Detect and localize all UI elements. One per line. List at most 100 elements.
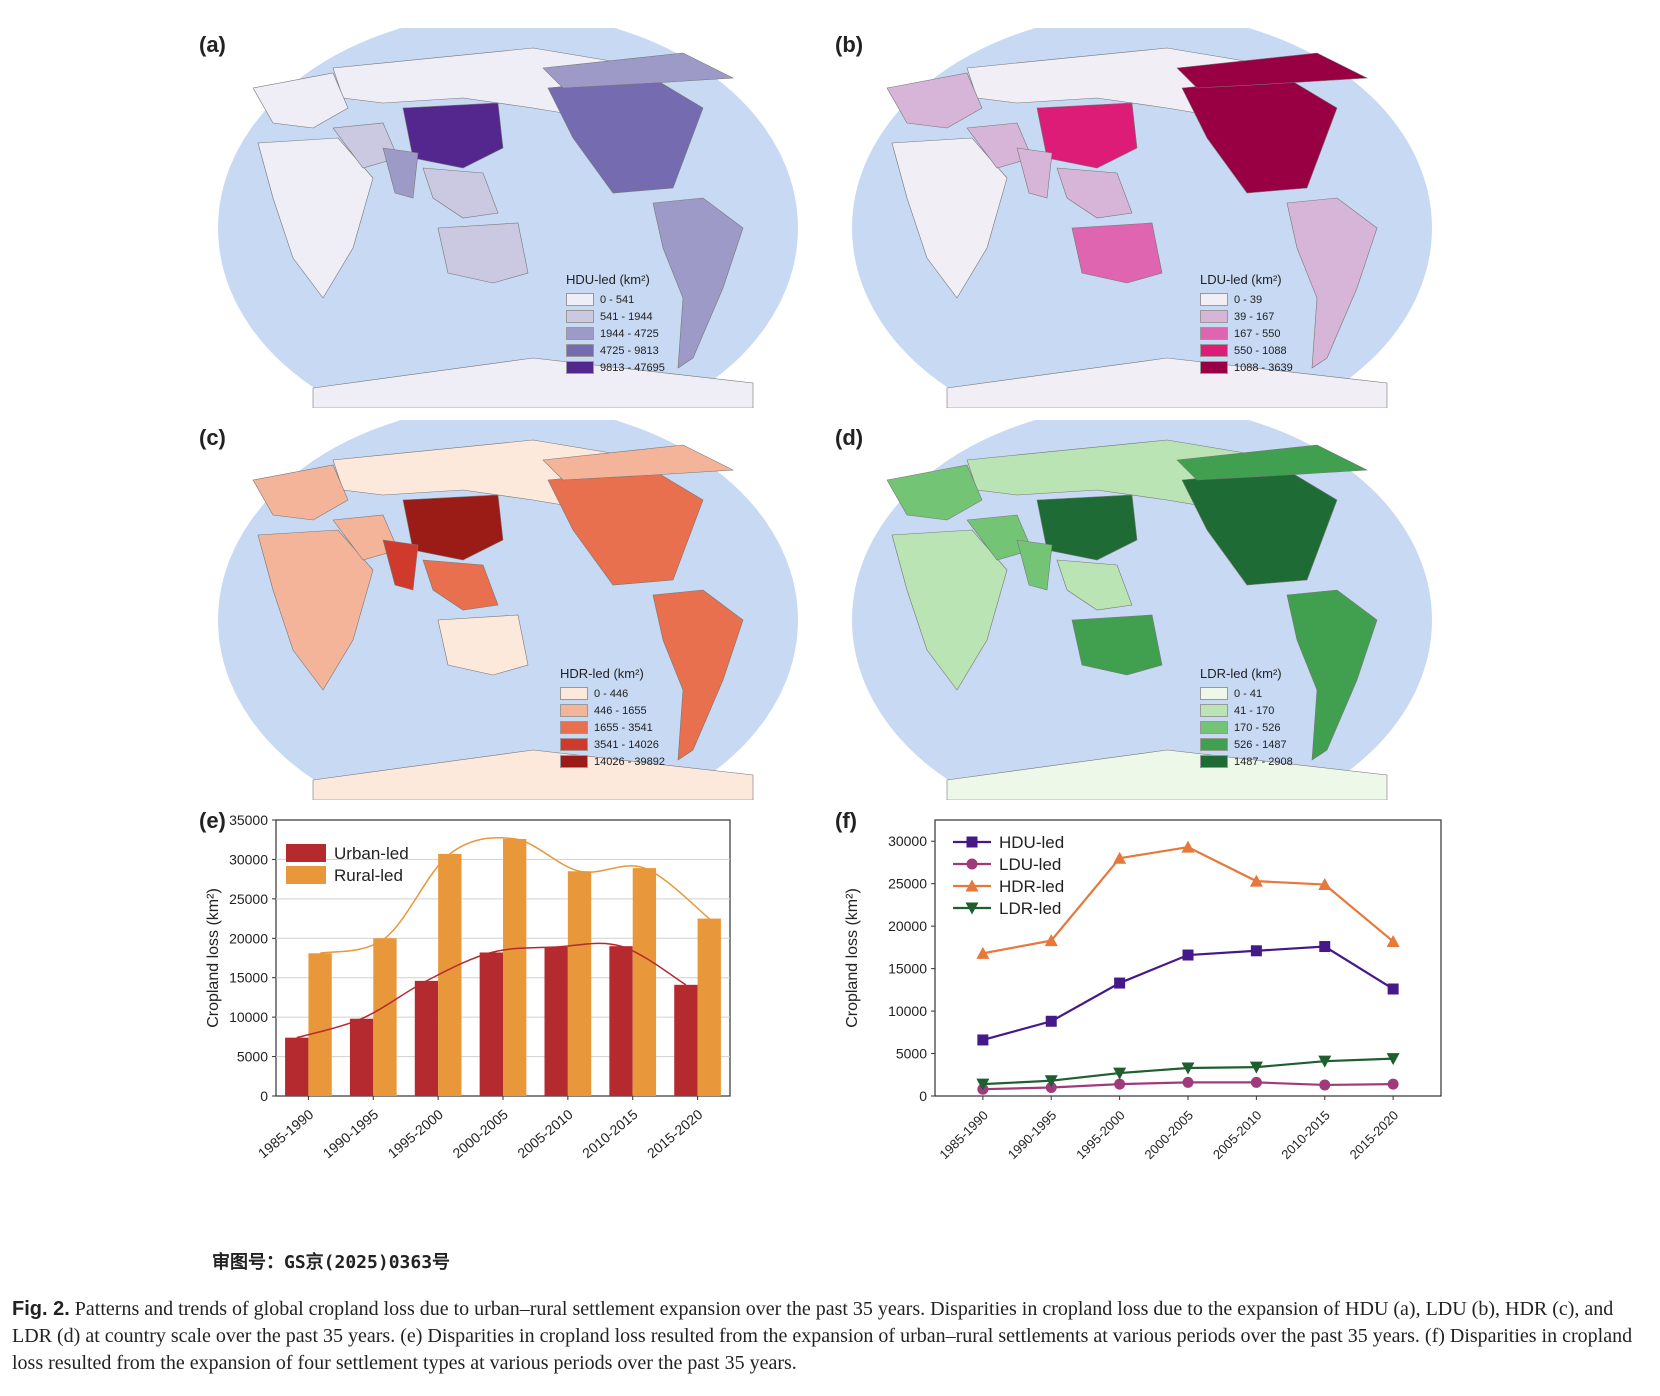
country-region-india <box>1016 539 1053 591</box>
country-region-se-asia <box>1056 167 1133 219</box>
y-tick-label: 30000 <box>229 851 268 867</box>
x-tick-label: 2010-2015 <box>579 1106 641 1161</box>
legend-class-label: 39 - 167 <box>1234 310 1275 323</box>
legend-class-label: 0 - 41 <box>1234 687 1263 700</box>
country-region-europe <box>252 464 349 521</box>
country-region-africa <box>257 529 374 691</box>
point-ldu-led-1995-2000 <box>1114 1078 1126 1090</box>
legend-class-label: 41 - 170 <box>1234 704 1275 717</box>
country-region-antarctica <box>312 749 754 800</box>
x-tick-label: 1985-1990 <box>936 1108 991 1163</box>
legend-class: 526 - 1487 <box>1200 736 1293 753</box>
legend-class: 4725 - 9813 <box>566 342 665 359</box>
legend-marker <box>965 879 979 892</box>
world-map-b <box>852 28 1452 408</box>
x-tick-label: 2010-2015 <box>1278 1108 1333 1163</box>
y-axis-label: Cropland loss (km²) <box>205 888 222 1028</box>
y-tick-label: 25000 <box>888 876 927 892</box>
y-tick-label: 15000 <box>888 961 927 977</box>
point-hdu-led-2010-2015 <box>1319 941 1331 953</box>
legend-swatch <box>1200 310 1228 323</box>
bar-rural-led-2005-2010 <box>567 871 592 1096</box>
legend-class: 39 - 167 <box>1200 308 1293 325</box>
legend-class-label: 0 - 39 <box>1234 293 1263 306</box>
map-svg <box>852 420 1432 800</box>
legend-label: LDU-led <box>999 855 1061 874</box>
legend-class-label: 1487 - 2908 <box>1234 755 1293 768</box>
y-tick-label: 10000 <box>888 1003 927 1019</box>
trend-line-urban-led <box>296 942 687 1039</box>
legend-class-label: 14026 - 39892 <box>594 755 665 768</box>
legend-class: 3541 - 14026 <box>560 736 665 753</box>
bar-rural-led-1990-1995 <box>373 938 397 1096</box>
world-map-d <box>852 420 1452 800</box>
country-region-alaska-canada <box>542 444 735 481</box>
x-tick-label: 2000-2005 <box>449 1106 511 1161</box>
legend-title: HDU-led (km²) <box>566 272 650 287</box>
bar-urban-led-2010-2015 <box>609 946 633 1096</box>
point-ldu-led-2005-2010 <box>1250 1076 1262 1088</box>
panel-label-c: (c) <box>199 425 226 450</box>
panel-label-e: (e) <box>199 808 226 833</box>
legend-class-label: 170 - 526 <box>1234 721 1281 734</box>
y-tick-label: 10000 <box>229 1009 268 1025</box>
country-region-africa <box>257 137 374 299</box>
point-ldu-led-2000-2005 <box>1182 1076 1194 1088</box>
legend-label: LDR-led <box>999 899 1061 918</box>
point-ldr-led-1995-2000 <box>1113 1067 1127 1080</box>
point-ldu-led-2015-2020 <box>1387 1078 1399 1090</box>
map-approval-number: 审图号：GS京(2025)0363号 <box>212 1252 451 1273</box>
bar-urban-led-1990-1995 <box>349 1018 374 1096</box>
point-ldr-led-1990-1995 <box>1044 1075 1058 1088</box>
country-region-china <box>402 494 504 561</box>
legend-swatch <box>560 738 588 751</box>
bar-urban-led-1985-1990 <box>285 1037 309 1096</box>
country-region-europe <box>886 464 983 521</box>
bar-rural-led-1995-2000 <box>438 853 462 1096</box>
series-line-hdu-led <box>982 945 1394 1042</box>
map-svg <box>218 420 798 800</box>
legend-swatch <box>560 687 588 700</box>
legend-swatch <box>1200 721 1228 734</box>
x-tick-label: 1990-1995 <box>320 1106 382 1161</box>
point-ldr-led-1985-1990 <box>976 1078 990 1091</box>
legend-swatch <box>1200 687 1228 700</box>
country-region-india <box>382 147 419 199</box>
map-legend-b: LDU-led (km²) 0 - 39 39 - 167 167 - 550 550… <box>1200 272 1293 376</box>
legend-class-label: 1088 - 3639 <box>1234 361 1293 374</box>
bar-urban-led-2015-2020 <box>674 984 698 1096</box>
y-tick-label: 0 <box>919 1088 927 1104</box>
legend-label: HDR-led <box>999 877 1064 896</box>
country-region-antarctica <box>312 357 754 408</box>
point-hdr-led-2000-2005 <box>1181 840 1195 853</box>
legend-swatch <box>286 844 326 862</box>
country-region-africa <box>891 137 1008 299</box>
map-legend-c: HDR-led (km²) 0 - 446 446 - 1655 1655 - 35… <box>560 666 665 770</box>
legend-label: Urban-led <box>334 844 409 863</box>
country-region-india <box>382 539 419 591</box>
point-hdu-led-1995-2000 <box>1114 977 1126 989</box>
point-hdr-led-2005-2010 <box>1249 874 1263 887</box>
legend-class: 1487 - 2908 <box>1200 753 1293 770</box>
country-region-australia <box>437 614 529 676</box>
legend-swatch <box>560 704 588 717</box>
legend-swatch <box>560 755 588 768</box>
legend-swatch <box>1200 293 1228 306</box>
country-region-africa <box>891 529 1008 691</box>
point-hdr-led-1995-2000 <box>1113 851 1127 864</box>
legend-class-label: 3541 - 14026 <box>594 738 659 751</box>
y-tick-label: 25000 <box>229 891 268 907</box>
y-tick-label: 15000 <box>229 970 268 986</box>
point-hdr-led-1990-1995 <box>1044 934 1058 947</box>
legend-label: HDU-led <box>999 833 1064 852</box>
point-ldu-led-1990-1995 <box>1045 1082 1057 1094</box>
country-region-australia <box>437 222 529 284</box>
country-region-south-america <box>652 197 744 369</box>
legend-class: 167 - 550 <box>1200 325 1293 342</box>
point-hdr-led-2015-2020 <box>1386 934 1400 947</box>
legend-class-label: 9813 - 47695 <box>600 361 665 374</box>
panel-label-d: (d) <box>835 425 864 450</box>
legend-class: 0 - 541 <box>566 291 665 308</box>
point-hdu-led-2015-2020 <box>1387 983 1399 995</box>
legend-class-label: 446 - 1655 <box>594 704 647 717</box>
